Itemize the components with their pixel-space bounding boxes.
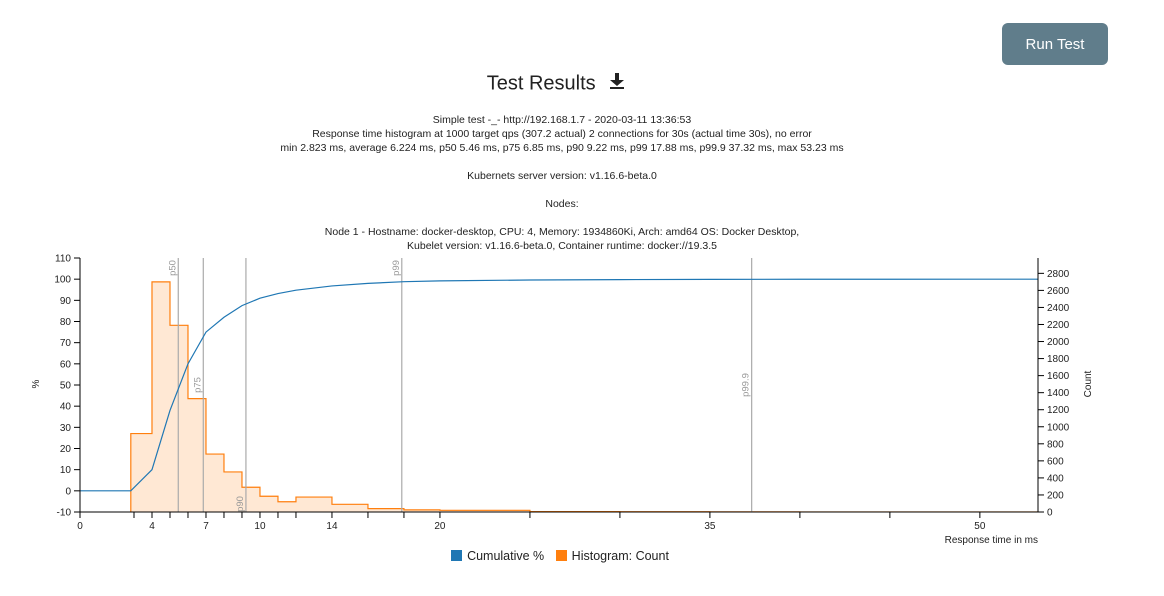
histogram-bar xyxy=(439,510,530,512)
cumulative-line xyxy=(80,278,1039,492)
y-right-tick-label: 2600 xyxy=(1047,286,1070,297)
legend-swatch-histogram xyxy=(555,550,567,561)
y-left-tick-label: 100 xyxy=(54,275,71,286)
y-left-tick-label: 20 xyxy=(60,444,72,455)
x-axis-label: Response time in ms xyxy=(945,535,1038,546)
y-axis-right-label: Count xyxy=(1083,370,1094,397)
x-tick-label: 50 xyxy=(974,521,986,532)
y-left-tick-label: 40 xyxy=(60,402,72,413)
legend-item-histogram[interactable]: Histogram: Count xyxy=(555,549,669,563)
histogram-bar xyxy=(403,509,440,512)
legend-label-cumulative: Cumulative % xyxy=(467,549,545,563)
histogram-bar xyxy=(277,501,296,512)
percentile-label-p50: p50 xyxy=(167,260,178,276)
y-right-tick-label: 0 xyxy=(1047,508,1053,519)
x-tick-label: 0 xyxy=(77,521,83,532)
x-tick-label: 20 xyxy=(434,521,446,532)
y-left-tick-label: 30 xyxy=(60,423,72,434)
legend-label-histogram: Histogram: Count xyxy=(571,549,669,563)
y-right-tick-label: 400 xyxy=(1047,473,1064,484)
y-right-tick-label: 1600 xyxy=(1047,371,1070,382)
histogram-bar xyxy=(367,508,404,512)
histogram-layer xyxy=(130,281,1039,513)
histogram-outline xyxy=(130,281,1039,513)
y-right-tick-label: 1800 xyxy=(1047,354,1070,365)
histogram-summary-line: Response time histogram at 1000 target q… xyxy=(312,128,812,140)
y-right-tick-label: 2000 xyxy=(1047,337,1070,348)
cumulative-layer xyxy=(80,278,1039,492)
legend-swatch-cumulative xyxy=(451,550,463,561)
percentile-layer: p50 p75 p90 p99 p99.9 xyxy=(167,258,753,512)
y-left-tick-label: 110 xyxy=(55,254,71,265)
y-left-tick-label: 90 xyxy=(60,296,72,307)
histogram-bar xyxy=(259,496,278,512)
y-right-tick-label: 2400 xyxy=(1047,303,1070,314)
y-left-tick-label: 60 xyxy=(60,359,72,370)
node1-line2: Kubelet version: v1.16.6-beta.0, Contain… xyxy=(407,240,717,252)
y-right-tick-label: 2200 xyxy=(1047,320,1070,331)
k8s-version: Kubernets server version: v1.16.6-beta.0 xyxy=(467,170,657,182)
y-left-tick-label: 0 xyxy=(65,486,71,497)
x-tick-label: 35 xyxy=(704,521,716,532)
y-left-tick-label: 10 xyxy=(60,465,72,476)
y-axis-left-label: % xyxy=(31,379,42,388)
y-right-tick-label: 2800 xyxy=(1047,269,1070,280)
y-right-tick-label: 1000 xyxy=(1047,422,1070,433)
percentiles-line: min 2.823 ms, average 6.224 ms, p50 5.46… xyxy=(280,142,844,154)
nodes-label: Nodes: xyxy=(545,198,579,210)
histogram-bar xyxy=(130,433,152,512)
histogram-bar xyxy=(295,497,332,512)
node1-line1: Node 1 - Hostname: docker-desktop, CPU: … xyxy=(324,226,800,238)
page-title: Test Results xyxy=(486,72,596,95)
y-right-tick-label: 1200 xyxy=(1047,405,1070,416)
y-left-tick-label: -10 xyxy=(57,508,72,519)
histogram-bar xyxy=(169,325,188,512)
histogram-bar xyxy=(223,471,242,512)
y-right-tick-label: 200 xyxy=(1047,490,1064,501)
histogram-bar xyxy=(205,454,224,512)
x-tick-label: 10 xyxy=(254,521,266,532)
percentile-label-p99: p99 xyxy=(391,260,402,276)
x-tick-label: 4 xyxy=(149,521,155,532)
results-header: Test Results xyxy=(0,72,1112,96)
x-tick-label: 14 xyxy=(326,521,338,532)
histogram-bar xyxy=(187,398,206,512)
percentile-label-p90: p90 xyxy=(235,496,246,512)
axis-layer: 0 4 7 10 14 20 35 50 -10 0 10 20 30 40 50 60 70 80 90 100 11… xyxy=(54,254,1069,533)
legend: Cumulative % Histogram: Count xyxy=(0,549,1120,563)
legend-item-cumulative[interactable]: Cumulative % xyxy=(451,549,544,563)
percentile-label-p99-9: p99.9 xyxy=(741,373,752,397)
test-info: Simple test -_- http://192.168.1.7 - 202… xyxy=(0,113,1124,253)
y-right-tick-label: 800 xyxy=(1047,439,1064,450)
y-left-tick-label: 80 xyxy=(60,317,72,328)
percentile-label-p75: p75 xyxy=(192,377,203,393)
x-tick-label: 7 xyxy=(203,521,209,532)
run-test-button[interactable]: Run Test xyxy=(1002,23,1108,65)
histogram-bar xyxy=(151,281,170,512)
histogram-bar xyxy=(331,504,368,512)
y-left-tick-label: 50 xyxy=(60,381,72,392)
y-right-tick-label: 600 xyxy=(1047,456,1064,467)
download-icon[interactable] xyxy=(609,72,625,96)
y-right-tick-label: 1400 xyxy=(1047,388,1070,399)
y-left-tick-label: 70 xyxy=(60,338,72,349)
test-summary-line: Simple test -_- http://192.168.1.7 - 202… xyxy=(432,114,692,126)
